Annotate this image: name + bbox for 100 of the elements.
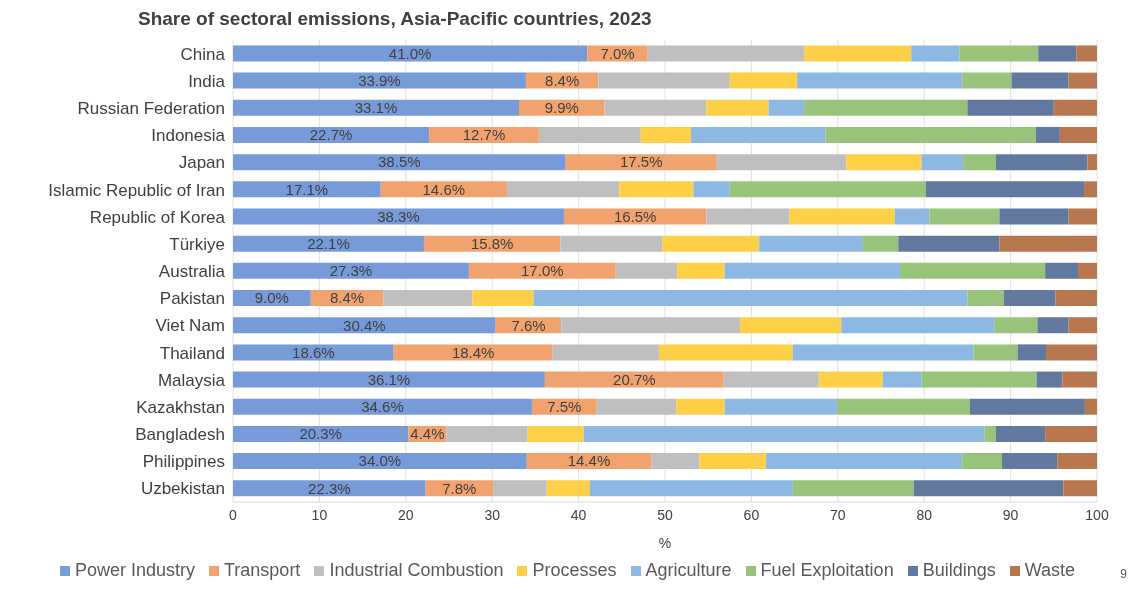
data-label: 8.4% bbox=[329, 289, 365, 307]
bar bbox=[1017, 344, 1047, 361]
bar bbox=[967, 290, 1004, 307]
bar bbox=[792, 344, 974, 361]
data-label: 41.0% bbox=[388, 44, 432, 62]
data-label: 18.4% bbox=[451, 343, 495, 361]
bar bbox=[1003, 290, 1056, 307]
bar bbox=[959, 45, 1039, 62]
x-axis-title: % bbox=[658, 535, 672, 551]
legend-label: Power Industry bbox=[73, 560, 196, 581]
data-label: 33.1% bbox=[354, 99, 398, 117]
bar bbox=[973, 344, 1018, 361]
bar bbox=[894, 208, 930, 225]
bar bbox=[1068, 317, 1097, 334]
bar bbox=[1045, 262, 1078, 279]
bar bbox=[1055, 290, 1097, 307]
bar bbox=[1077, 262, 1097, 279]
bar bbox=[1045, 425, 1097, 442]
x-tick-label: 90 bbox=[1002, 506, 1019, 523]
bar bbox=[233, 398, 532, 415]
y-tick-label: Philippines bbox=[142, 452, 225, 472]
bar bbox=[527, 425, 584, 442]
bar bbox=[925, 181, 1085, 198]
bar bbox=[1084, 181, 1097, 198]
legend-label: Processes bbox=[531, 560, 617, 581]
bar bbox=[759, 235, 863, 252]
bar bbox=[1037, 317, 1069, 334]
bar bbox=[699, 453, 767, 470]
x-tick-label: 70 bbox=[830, 506, 846, 523]
bar bbox=[596, 398, 677, 415]
data-label: 20.7% bbox=[613, 370, 656, 388]
text: 9 bbox=[1120, 567, 1127, 581]
x-tick-label: 100 bbox=[1085, 506, 1109, 523]
y-tick-label: Bangladesh bbox=[135, 425, 225, 445]
bar bbox=[468, 262, 616, 279]
y-tick-label: Japan bbox=[178, 153, 225, 173]
bar bbox=[233, 154, 566, 171]
legend-label: Transport bbox=[223, 560, 301, 581]
y-tick-label: Malaysia bbox=[157, 370, 226, 390]
data-label: 4.4% bbox=[410, 425, 445, 443]
bar bbox=[676, 398, 725, 415]
data-label: 7.8% bbox=[442, 479, 477, 497]
bar bbox=[818, 371, 883, 388]
data-label: 17.0% bbox=[521, 262, 564, 280]
bar bbox=[677, 262, 725, 279]
bar bbox=[1076, 45, 1097, 62]
bar bbox=[846, 154, 922, 171]
y-tick-label: Islamic Republic of Iran bbox=[48, 180, 225, 200]
bar bbox=[963, 154, 996, 171]
bar bbox=[1059, 126, 1097, 143]
bar bbox=[1038, 45, 1077, 62]
data-label: 38.5% bbox=[378, 153, 421, 171]
x-tick-label: 40 bbox=[570, 506, 587, 523]
bar bbox=[1068, 208, 1097, 225]
data-label: 15.8% bbox=[470, 235, 514, 252]
y-tick-label: Indonesia bbox=[151, 126, 226, 146]
bar bbox=[233, 480, 426, 497]
data-label: 14.6% bbox=[422, 180, 466, 198]
bar bbox=[984, 425, 996, 442]
y-tick-label: Kazakhstan bbox=[136, 397, 225, 417]
x-tick-label: 10 bbox=[311, 506, 328, 523]
bar bbox=[552, 344, 659, 361]
bar bbox=[789, 208, 895, 225]
bar bbox=[921, 154, 964, 171]
bar bbox=[1035, 126, 1060, 143]
bar bbox=[836, 398, 970, 415]
legend-label: Fuel Exploitation bbox=[759, 560, 894, 581]
bar bbox=[651, 453, 700, 470]
x-tick-label: 0 bbox=[229, 506, 238, 523]
x-tick-label: 50 bbox=[657, 506, 673, 523]
data-label: 18.6% bbox=[292, 343, 335, 361]
bar bbox=[233, 45, 588, 62]
bar bbox=[1046, 344, 1097, 361]
bar bbox=[962, 453, 1002, 470]
data-label: 22.1% bbox=[307, 235, 350, 252]
bar bbox=[233, 181, 381, 198]
bar bbox=[233, 235, 424, 252]
legend-label: Agriculture bbox=[644, 560, 732, 581]
data-label: 27.3% bbox=[329, 262, 373, 280]
bar bbox=[693, 181, 730, 198]
bar bbox=[233, 208, 564, 225]
data-label: 22.3% bbox=[308, 479, 351, 497]
bar bbox=[640, 126, 691, 143]
legend-label: Industrial Combustion bbox=[328, 560, 504, 581]
data-label: 17.5% bbox=[619, 153, 663, 171]
bar bbox=[724, 262, 901, 279]
data-label: 16.5% bbox=[613, 207, 657, 225]
bar bbox=[565, 154, 717, 171]
bar bbox=[233, 371, 545, 388]
x-tick-label: 30 bbox=[484, 506, 501, 523]
bar bbox=[706, 208, 790, 225]
bar bbox=[1011, 72, 1069, 89]
x-tick-label: 60 bbox=[743, 506, 760, 523]
data-label: 9.9% bbox=[544, 99, 579, 117]
y-tick-label: Republic of Korea bbox=[89, 207, 226, 227]
data-label: 33.9% bbox=[358, 71, 401, 89]
bar bbox=[560, 235, 663, 252]
bar bbox=[233, 425, 409, 442]
bar bbox=[962, 72, 1012, 89]
y-tick-label: Türkiye bbox=[169, 234, 225, 254]
